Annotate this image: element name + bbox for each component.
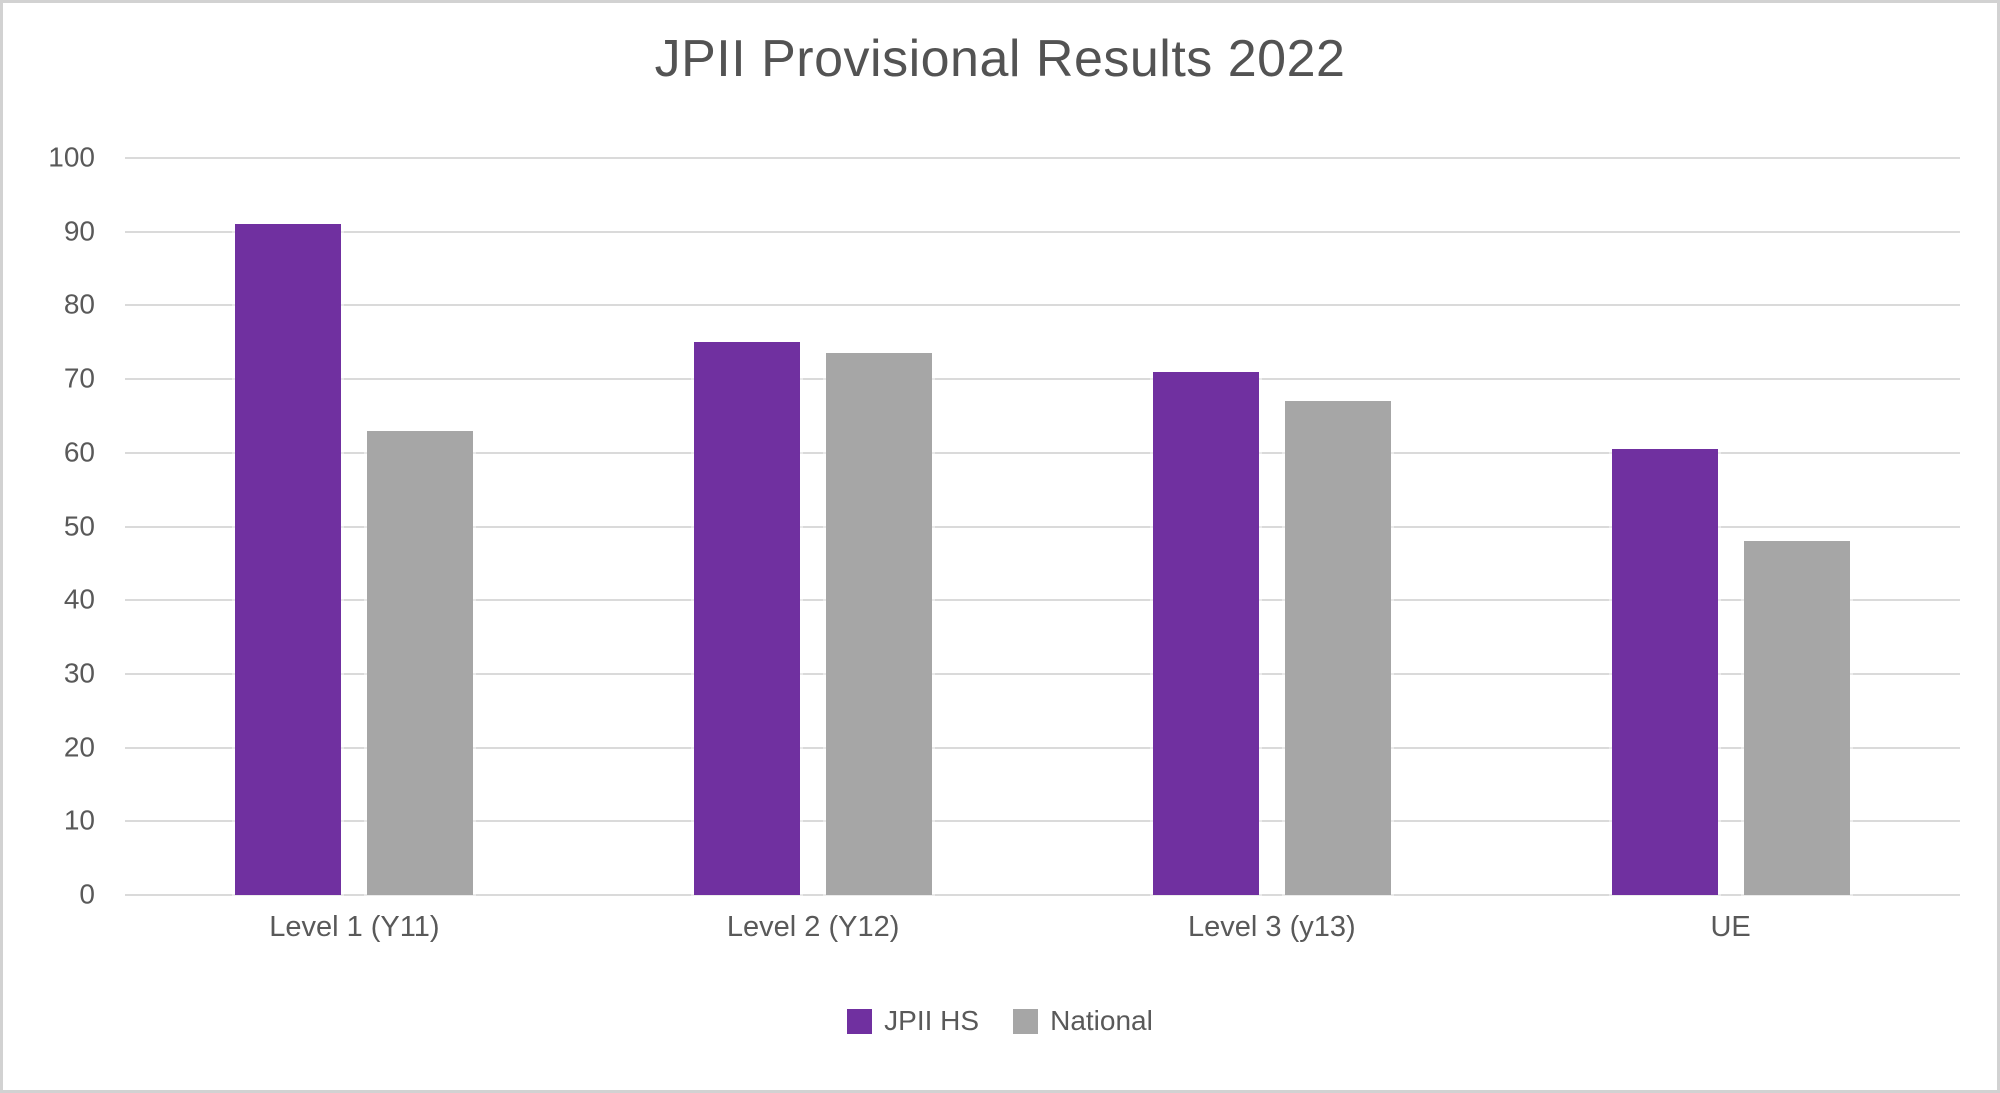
bar-jpii-hs-level-3-y13 (1152, 371, 1259, 895)
legend-item-jpii-hs: JPII HS (847, 1005, 979, 1037)
bar-jpii-hs-ue (1611, 449, 1718, 895)
bar-national-level-3-y13 (1284, 401, 1391, 895)
gridline (125, 746, 1960, 749)
bar-group-level-2-y12 (584, 158, 1043, 895)
y-axis-tick-label: 90 (63, 215, 95, 247)
gridline (125, 451, 1960, 454)
bar-national-level-1-y11 (367, 430, 474, 895)
y-axis-tick-label: 0 (79, 878, 95, 910)
legend-label-national: National (1050, 1005, 1153, 1036)
gridline (125, 378, 1960, 381)
y-axis-tick-label: 80 (63, 288, 95, 320)
gridline (125, 894, 1960, 896)
y-axis-tick-label: 30 (63, 657, 95, 689)
bar-group-level-3-y13 (1043, 158, 1502, 895)
y-axis-tick-label: 40 (63, 583, 95, 615)
gridline (125, 525, 1960, 528)
bar-group-ue (1501, 158, 1960, 895)
gridline (125, 157, 1960, 159)
bar-national-ue (1743, 541, 1850, 895)
x-axis-category-label: Level 1 (Y11) (269, 911, 440, 943)
chart-title: JPII Provisional Results 2022 (654, 30, 1346, 88)
y-axis-tick-label: 20 (63, 730, 95, 762)
x-axis-category-label: Level 2 (Y12) (726, 911, 900, 943)
bar-group-level-1-y11 (125, 158, 584, 895)
legend-item-national: National (1013, 1005, 1153, 1037)
x-axis-category-label: Level 3 (y13) (1188, 911, 1356, 943)
y-axis-tick-label: 100 (48, 141, 95, 173)
bar-national-level-2-y12 (826, 353, 933, 895)
x-axis: Level 1 (Y11) Level 2 (Y12) Level 3 (y13) U… (125, 911, 1960, 944)
y-axis: 0 10 20 30 40 50 60 70 80 90 100 (3, 141, 95, 909)
gridline (125, 820, 1960, 823)
bar-jpii-hs-level-2-y12 (694, 342, 801, 895)
x-axis-category-label: UE (1710, 911, 1751, 943)
legend-label-jpii-hs: JPII HS (884, 1005, 980, 1036)
y-axis-tick-label: 10 (63, 804, 95, 836)
gridline (125, 304, 1960, 307)
gridline (125, 230, 1960, 233)
y-axis-tick-label: 50 (63, 509, 95, 541)
legend-swatch-national (1013, 1008, 1039, 1034)
gridline (125, 599, 1960, 602)
bar-jpii-hs-level-1-y11 (235, 224, 342, 895)
y-axis-tick-label: 70 (63, 362, 95, 394)
gridline (125, 672, 1960, 675)
y-axis-tick-label: 60 (63, 436, 95, 468)
legend: JPII HS National (3, 1005, 1997, 1037)
bar-groups (125, 158, 1960, 895)
legend-swatch-jpii-hs (847, 1008, 873, 1034)
plot-area (125, 157, 1960, 896)
